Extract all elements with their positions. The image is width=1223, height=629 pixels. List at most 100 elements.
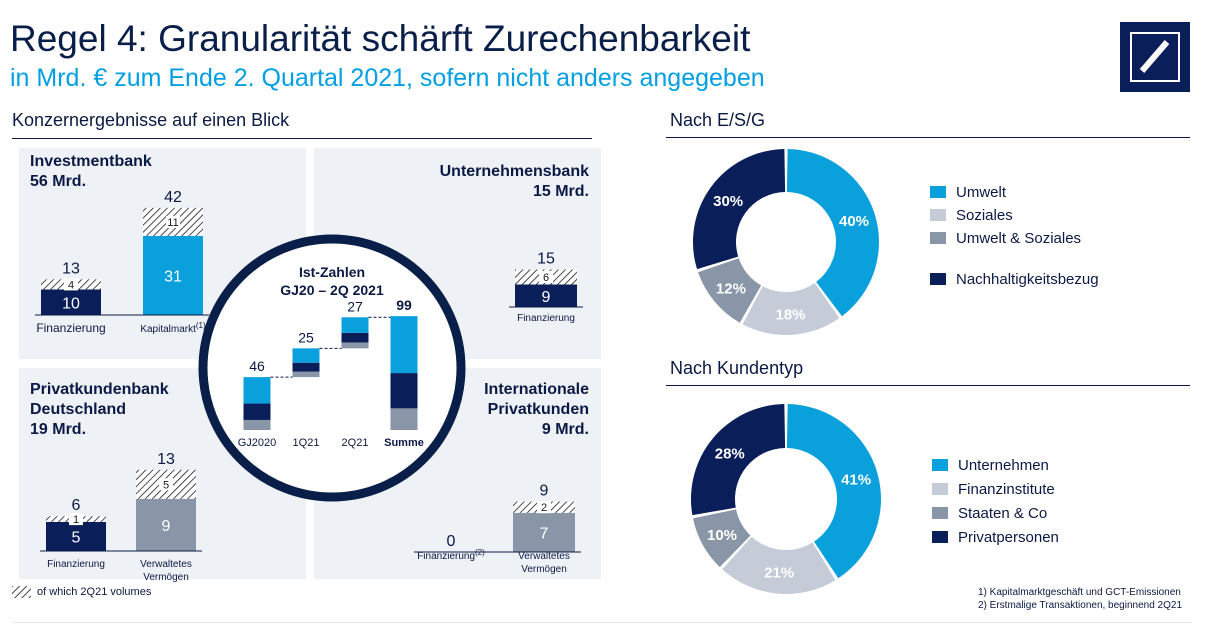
esg-legend: Umwelt Soziales Umwelt & Soziales Nachha… [930, 184, 1099, 294]
legend-umwelt: Umwelt [930, 184, 1099, 207]
waterfall-bar-segment [341, 317, 369, 333]
waterfall-value-label: 99 [396, 297, 412, 313]
waterfall-bar-segment [390, 408, 418, 430]
page-title: Regel 4: Granularität schärft Zurechenba… [10, 18, 751, 59]
donut-charts: 40% 18% 12% 30% 41% 21% 10% 28% [691, 149, 881, 594]
left-section-title: Konzernergebnisse auf einen Blick [12, 110, 290, 130]
bar-2q21-label-bg [159, 478, 173, 491]
bar-category-label: Finanzierung(2) [417, 548, 485, 562]
kundentyp-slice [786, 404, 881, 579]
bar-category-label: Verwaltetes [518, 551, 570, 562]
seg-internationale: Internationale Privatkunden 9 Mrd. [484, 381, 589, 438]
bar-total-label: 9 [540, 483, 549, 500]
bar-base [515, 284, 577, 307]
esg-section-title: Nach E/S/G [670, 110, 766, 130]
waterfall-value-label: 46 [249, 358, 265, 374]
waterfall-bar-segment [292, 371, 320, 378]
bar-total-label: 15 [537, 251, 555, 268]
bar-2q21-label-bg [537, 501, 551, 514]
waterfall-bar-segment [292, 362, 320, 372]
bar-2q21-label: 1 [73, 514, 79, 526]
esg-slice [742, 282, 840, 335]
bar-2q21-label-bg [539, 271, 553, 283]
bar-category-label: Finanzierung [517, 313, 575, 324]
footnote-2: 2) Erstmalige Transaktionen, beginnend 2… [978, 600, 1183, 611]
kundentyp-slice-label: 28% [715, 445, 745, 462]
legend-soziales: Soziales [930, 207, 1099, 230]
esg-slice [786, 149, 879, 317]
waterfall-bar-segment [390, 373, 418, 409]
footnote-1: 1) Kapitalmarktgeschäft und GCT-Emission… [978, 587, 1181, 598]
bar-2q21-label-bg [69, 513, 83, 526]
bar-2q21-label: 4 [68, 279, 74, 291]
bar-2q21-label-bg [64, 278, 78, 291]
legend-umwelt-soziales: Umwelt & Soziales [930, 230, 1099, 271]
waterfall-bar-segment [341, 342, 369, 349]
page-subtitle: in Mrd. € zum Ende 2. Quartal 2021, sofe… [10, 64, 765, 92]
esg-section-rule [666, 137, 1190, 138]
bar-base [41, 289, 101, 315]
bar-base [513, 512, 575, 552]
waterfall-bar-segment [341, 332, 369, 343]
kundentyp-slice [691, 404, 786, 516]
deutsche-bank-logo [1120, 22, 1190, 92]
bar-base-label: 7 [540, 525, 549, 542]
legend-nachhaltigkeitsbezug: Nachhaltigkeitsbezug [930, 271, 1099, 294]
waterfall-category-label: 2Q21 [342, 437, 369, 449]
bar-2q21-label: 11 [167, 217, 178, 229]
kundentyp-slice-label: 41% [841, 472, 871, 489]
waterfall-bar-segment [243, 377, 271, 404]
waterfall-bar-segment [292, 348, 320, 363]
segment-bar-charts: 10413Finanzierung311142Kapitalmarkt(1)96… [35, 189, 583, 583]
waterfall-inset-circle [198, 234, 466, 502]
kundentyp-slice-label: 21% [764, 565, 794, 582]
bar-total-label: 42 [164, 189, 182, 206]
bottom-divider [12, 622, 1192, 623]
bar-base-label: 9 [542, 289, 551, 306]
bar-total-label: 0 [447, 533, 456, 550]
bar-2q21-label: 5 [163, 479, 169, 491]
kundentyp-section-rule [666, 385, 1190, 386]
bar-total-label: 6 [72, 497, 81, 514]
bar-category-label: Vermögen [521, 564, 567, 575]
esg-slice-label: 40% [839, 213, 869, 230]
waterfall-bar-segment [243, 403, 271, 420]
esg-slice-label: 30% [713, 193, 743, 210]
legend-privatpersonen: Privatpersonen [932, 529, 1059, 553]
bar-base [46, 522, 106, 551]
legend-unternehmen: Unternehmen [932, 457, 1059, 481]
waterfall-category-label: GJ2020 [238, 437, 277, 449]
waterfall-value-label: 25 [298, 329, 314, 345]
waterfall-value-label: 27 [347, 298, 363, 314]
bar-base-label: 10 [62, 295, 80, 312]
bar-base [136, 498, 196, 551]
kundentyp-section-title: Nach Kundentyp [670, 358, 804, 378]
esg-slice-label: 18% [775, 306, 805, 323]
waterfall-category-label: 1Q21 [293, 437, 320, 449]
legend-finanzinstitute: Finanzinstitute [932, 481, 1059, 505]
esg-slice [693, 149, 786, 270]
kundentyp-legend: Unternehmen Finanzinstitute Staaten & Co… [932, 457, 1059, 553]
kundentyp-slice [693, 509, 751, 568]
legend-staaten: Staaten & Co [932, 505, 1059, 529]
esg-slice-label: 12% [716, 281, 746, 298]
esg-slice [698, 258, 762, 323]
hatch-legend-swatch [12, 586, 31, 598]
left-section-rule [12, 138, 592, 139]
waterfall-title: Ist-Zahlen [299, 264, 365, 280]
kundentyp-slice [722, 536, 836, 594]
bar-category-label: Finanzierung [36, 321, 105, 335]
bar-total-label: 13 [62, 260, 80, 277]
bar-category-label: Finanzierung [47, 559, 105, 570]
seg-privatkundenbank: Privatkundenbank Deutschland 19 Mrd. [30, 381, 169, 438]
bar-category-label: Verwaltetes [140, 559, 192, 570]
kundentyp-slice-label: 10% [707, 527, 737, 544]
waterfall-bar-segment [390, 316, 418, 374]
bar-base-label: 5 [72, 530, 81, 547]
bar-2q21-label-bg [166, 215, 180, 228]
bar-category-label: Vermögen [143, 572, 189, 583]
waterfall-bar-segment [243, 419, 271, 430]
bar-category-label: Kapitalmarkt(1) [140, 321, 206, 335]
bar-2q21-label: 2 [541, 502, 547, 514]
bar-base-label: 31 [164, 268, 182, 285]
